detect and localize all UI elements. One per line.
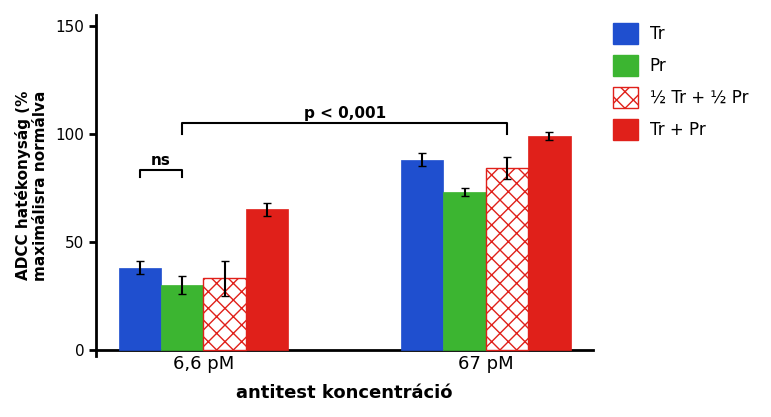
Bar	[119, 268, 161, 349]
Bar	[443, 192, 486, 349]
Y-axis label: ADCC hatékonyság (%
maximálisra normálva: ADCC hatékonyság (% maximálisra normálva	[15, 90, 49, 281]
Bar	[204, 279, 246, 349]
Bar	[486, 168, 528, 349]
Text: ns: ns	[151, 153, 171, 168]
Legend: Tr, Pr, ½ Tr + ½ Pr, Tr + Pr: Tr, Pr, ½ Tr + ½ Pr, Tr + Pr	[607, 17, 755, 146]
Bar	[246, 209, 288, 349]
X-axis label: antitest koncentráció: antitest koncentráció	[237, 384, 453, 402]
Text: p < 0,001: p < 0,001	[304, 106, 386, 121]
Bar	[528, 136, 571, 349]
Bar	[401, 160, 443, 349]
Bar	[161, 285, 204, 349]
